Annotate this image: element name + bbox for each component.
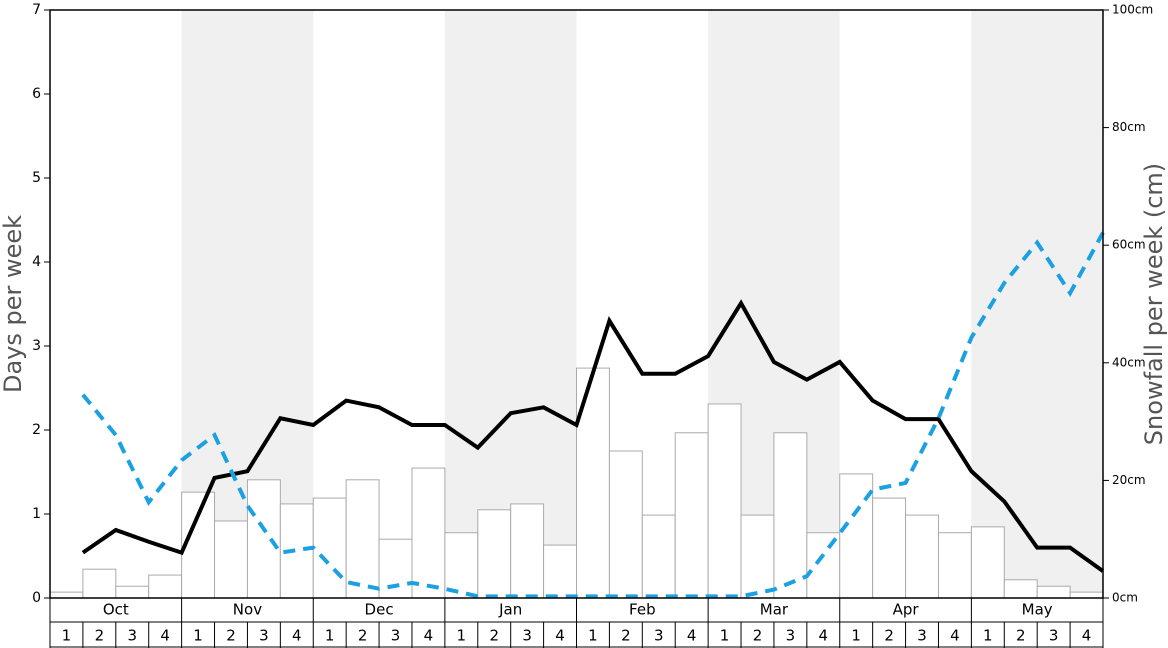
bar (576, 367, 610, 599)
bar (970, 526, 1005, 599)
x-tick-label: 2 (884, 627, 894, 645)
bar (839, 473, 874, 599)
y-tick-label: 1 (32, 506, 41, 522)
y-tick-label: 5 (32, 170, 41, 186)
bar (543, 544, 577, 599)
x-tick-label: 1 (457, 627, 467, 645)
x-tick-label: 2 (226, 627, 236, 645)
month-label: May (1022, 601, 1053, 619)
bar (510, 503, 545, 599)
month-label: Apr (893, 601, 920, 619)
x-tick-label: 4 (950, 627, 960, 645)
x-tick-label: 1 (193, 627, 203, 645)
month-label: Dec (365, 601, 394, 619)
line (81, 299, 1105, 573)
y2-axis-label: Snowfall per week (cm) (1140, 163, 1168, 445)
x-tick-label: 4 (1082, 627, 1092, 645)
x-tick-label: 2 (1016, 627, 1026, 645)
y-tick-label: 7 (32, 2, 41, 18)
bar (1069, 591, 1104, 599)
y-tick-label: 4 (32, 254, 41, 270)
month-label: Jan (498, 601, 522, 619)
bar (246, 479, 281, 599)
bar (773, 432, 808, 599)
x-tick-label: 4 (160, 627, 170, 645)
bar (707, 403, 742, 599)
y2-tick-label: 80cm (1112, 120, 1146, 134)
month-label: Feb (629, 601, 656, 619)
x-tick-label: 1 (983, 627, 993, 645)
y-tick-label: 2 (32, 422, 41, 438)
bar (477, 509, 512, 599)
y-tick-label: 0 (32, 590, 41, 606)
x-tick-label: 4 (292, 627, 302, 645)
x-tick-label: 1 (588, 627, 598, 645)
y-tick-label: 6 (32, 86, 41, 102)
bar (1036, 585, 1071, 599)
bar (148, 574, 183, 599)
x-tick-label: 1 (720, 627, 730, 645)
x-tick-label: 3 (127, 627, 137, 645)
bar (115, 585, 150, 599)
y2-tick-label: 40cm (1112, 355, 1146, 369)
bar (905, 514, 939, 599)
x-tick-label: 2 (621, 627, 631, 645)
bar (740, 514, 775, 599)
bar (312, 497, 347, 599)
x-tick-label: 2 (489, 627, 499, 645)
bar (1003, 579, 1038, 599)
x-tick-label: 3 (1049, 627, 1059, 645)
x-tick-label: 2 (753, 627, 763, 645)
month-shade (444, 10, 577, 598)
y-tick-label: 3 (32, 338, 41, 354)
bar (674, 432, 709, 599)
bar (378, 538, 413, 599)
x-tick-label: 2 (358, 627, 368, 645)
x-tick-label: 4 (424, 627, 434, 645)
bar (937, 532, 972, 599)
y2-tick-label: 0cm (1112, 591, 1138, 605)
x-tick-label: 4 (687, 627, 697, 645)
x-tick-label: 3 (786, 627, 796, 645)
x-tick-label: 3 (917, 627, 927, 645)
line (81, 231, 1105, 599)
y2-tick-label: 20cm (1112, 473, 1146, 487)
x-tick-label: 1 (851, 627, 861, 645)
x-tick-label: 4 (819, 627, 829, 645)
x-tick-label: 3 (259, 627, 269, 645)
bar (641, 514, 676, 599)
x-tick-label: 1 (62, 627, 72, 645)
x-tick-label: 4 (555, 627, 565, 645)
y2-tick-label: 100cm (1112, 3, 1153, 17)
bar (82, 568, 117, 599)
x-tick-label: 3 (391, 627, 401, 645)
x-tick-label: 1 (325, 627, 335, 645)
x-tick-label: 3 (654, 627, 664, 645)
bar (214, 520, 248, 599)
month-label: Mar (760, 601, 789, 619)
x-tick-label: 3 (522, 627, 532, 645)
bar (608, 450, 643, 599)
bar (345, 479, 380, 599)
bar (872, 497, 907, 599)
month-label: Oct (103, 601, 129, 619)
month-label: Nov (233, 601, 262, 619)
y2-tick-label: 60cm (1112, 238, 1146, 252)
x-tick-label: 2 (95, 627, 105, 645)
bar (411, 467, 446, 599)
y-axis-label: Days per week (0, 215, 27, 393)
bar (49, 591, 84, 599)
